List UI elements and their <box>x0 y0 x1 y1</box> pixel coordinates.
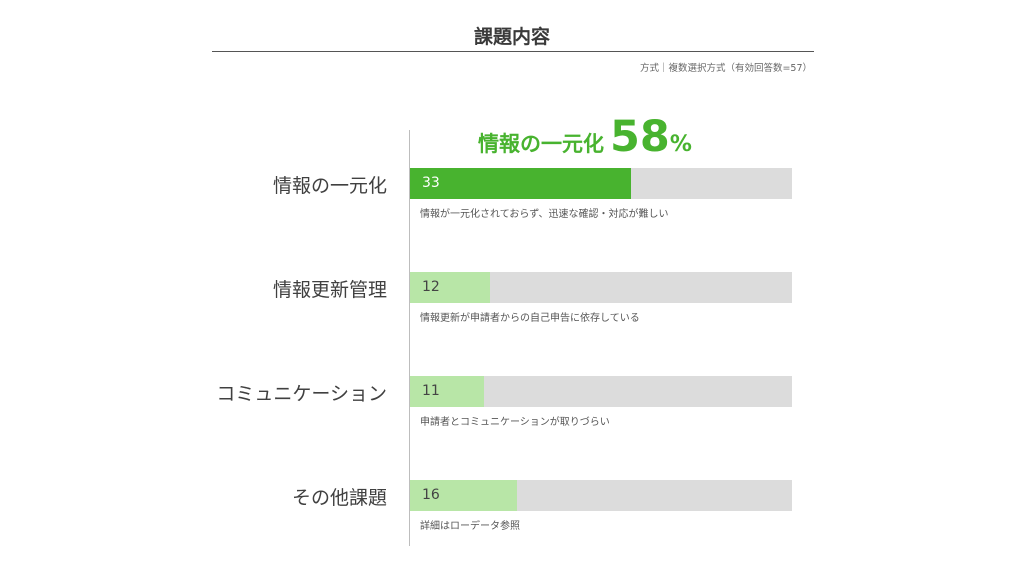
bar-track: 33 <box>410 168 792 199</box>
bar-value-label: 12 <box>422 279 440 295</box>
category-label: 情報の一元化 <box>272 175 387 197</box>
bar-note: 詳細はローデータ参照 <box>420 521 520 532</box>
bar-track: 11 <box>410 376 792 407</box>
bar <box>410 272 490 303</box>
category-label: コミュニケーション <box>216 383 387 405</box>
chart-title: 課題内容 <box>473 26 550 48</box>
vertical-axis-line <box>409 130 410 546</box>
headline-value: 58 <box>610 112 670 162</box>
bar-note: 申請者とコミュニケーションが取りづらい <box>420 417 610 428</box>
bar-note: 情報が一元化されておらず、迅速な確認・対応が難しい <box>420 209 669 220</box>
bar <box>410 376 484 407</box>
bar-track: 16 <box>410 480 792 511</box>
bar-track: 12 <box>410 272 792 303</box>
bar-value-label: 16 <box>422 487 440 503</box>
headline-callout: 情報の一元化 58% <box>478 112 692 162</box>
bar-value-label: 33 <box>422 175 440 191</box>
category-label: 情報更新管理 <box>272 279 387 301</box>
bar <box>410 168 631 199</box>
bar-note: 情報更新が申請者からの自己申告に依存している <box>420 313 640 324</box>
chart-subtitle: 方式｜複数選択方式（有効回答数=57） <box>639 63 812 74</box>
headline-label: 情報の一元化 <box>478 132 604 156</box>
bar <box>410 480 517 511</box>
category-label: その他課題 <box>291 487 387 509</box>
headline-unit: % <box>669 132 692 157</box>
bar-value-label: 11 <box>422 383 440 399</box>
title-rule <box>212 51 814 52</box>
